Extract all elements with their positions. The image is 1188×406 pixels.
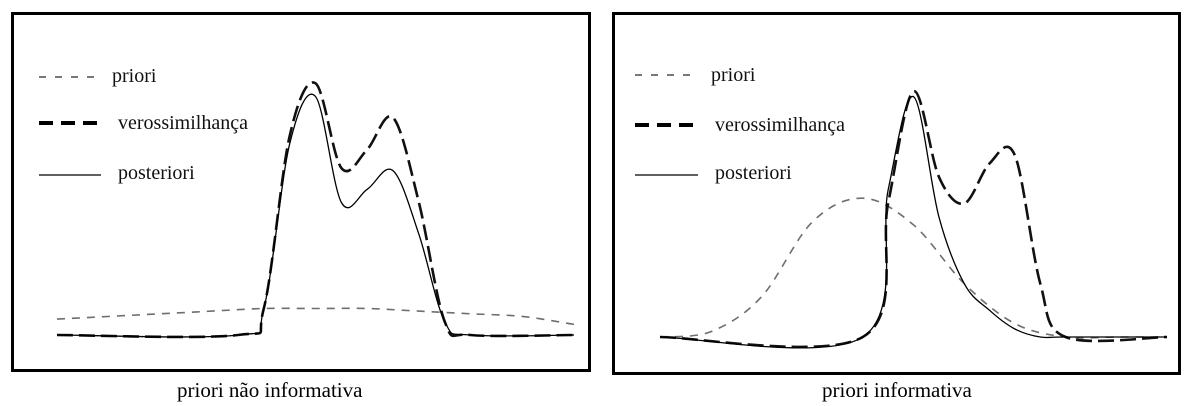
legend-prior-label: priori: [112, 65, 157, 87]
legend-posterior-label: posteriori: [118, 162, 195, 184]
curves-left: [56, 81, 575, 339]
legend-likelihood-label: verossimilhança: [118, 112, 248, 134]
caption-noninformative: priori não informativa: [177, 378, 363, 402]
curves-right: [659, 90, 1168, 349]
legend-posterior-label: posteriori: [715, 162, 792, 184]
chart-canvas-left: priori verossimilhança posteriori: [39, 65, 575, 339]
series-line-dashed-light: [56, 307, 575, 326]
chart-panel-noninformative: priori verossimilhança posteriori: [11, 12, 591, 372]
legend-likelihood-label: verossimilhança: [715, 114, 845, 136]
series-line-dashed-light: [659, 197, 1167, 339]
chart-panel-informative: priori verossimilhança posteriori: [612, 12, 1181, 375]
chart-canvas-right: priori verossimilhança posteriori: [635, 64, 1168, 349]
caption-informative: priori informativa: [822, 378, 972, 402]
legend-left: priori verossimilhança posteriori: [39, 65, 248, 184]
legend-prior-label: priori: [711, 64, 756, 86]
series-line-solid: [56, 93, 575, 338]
series-line-dashed-heavy: [659, 90, 1168, 349]
legend-right: priori verossimilhança posteriori: [635, 64, 845, 184]
series-line-solid: [659, 96, 1167, 349]
